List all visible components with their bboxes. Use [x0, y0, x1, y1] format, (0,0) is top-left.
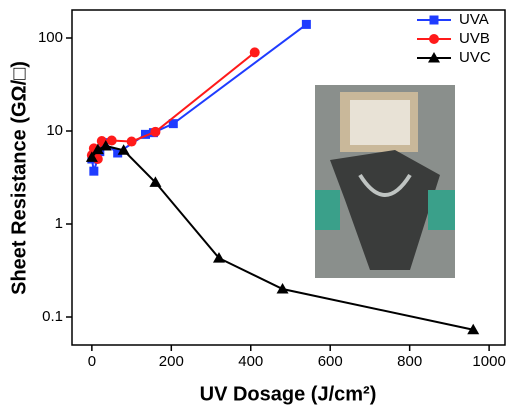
- marker: [149, 176, 162, 187]
- marker: [117, 144, 130, 155]
- marker: [212, 252, 225, 263]
- marker: [428, 52, 440, 63]
- y-tick-label: 0.1: [42, 308, 63, 325]
- y-axis-label: Sheet Resistance (GΩ/□): [8, 61, 30, 295]
- marker: [126, 136, 137, 147]
- marker: [249, 47, 260, 58]
- marker: [150, 126, 161, 137]
- marker: [301, 19, 311, 29]
- marker: [168, 119, 178, 129]
- plot-frame: [71, 9, 506, 346]
- legend-label: UVB: [459, 30, 490, 47]
- x-axis-label: UV Dosage (J/cm²): [200, 383, 377, 405]
- marker: [276, 283, 289, 294]
- y-tick-label: 100: [38, 29, 63, 46]
- marker: [429, 34, 439, 44]
- marker: [467, 323, 480, 335]
- marker: [89, 166, 99, 176]
- x-tick-label: 400: [238, 353, 263, 370]
- marker: [429, 15, 439, 25]
- series-line: [90, 51, 256, 163]
- marker: [106, 135, 117, 146]
- marker: [85, 151, 98, 162]
- x-tick-label: 200: [159, 353, 184, 370]
- y-tick-label: 10: [46, 122, 63, 139]
- y-tick-label: 1: [55, 215, 63, 232]
- marker: [99, 139, 112, 151]
- legend-label: UVC: [459, 49, 491, 66]
- x-tick-label: 0: [88, 353, 96, 370]
- x-tick-label: 800: [397, 353, 422, 370]
- inset-photo: [315, 85, 455, 278]
- marker: [113, 148, 123, 158]
- marker: [140, 129, 150, 139]
- legend-label: UVA: [459, 11, 489, 28]
- marker: [91, 143, 104, 155]
- x-tick-label: 600: [318, 353, 343, 370]
- x-tick-label: 1000: [472, 353, 505, 370]
